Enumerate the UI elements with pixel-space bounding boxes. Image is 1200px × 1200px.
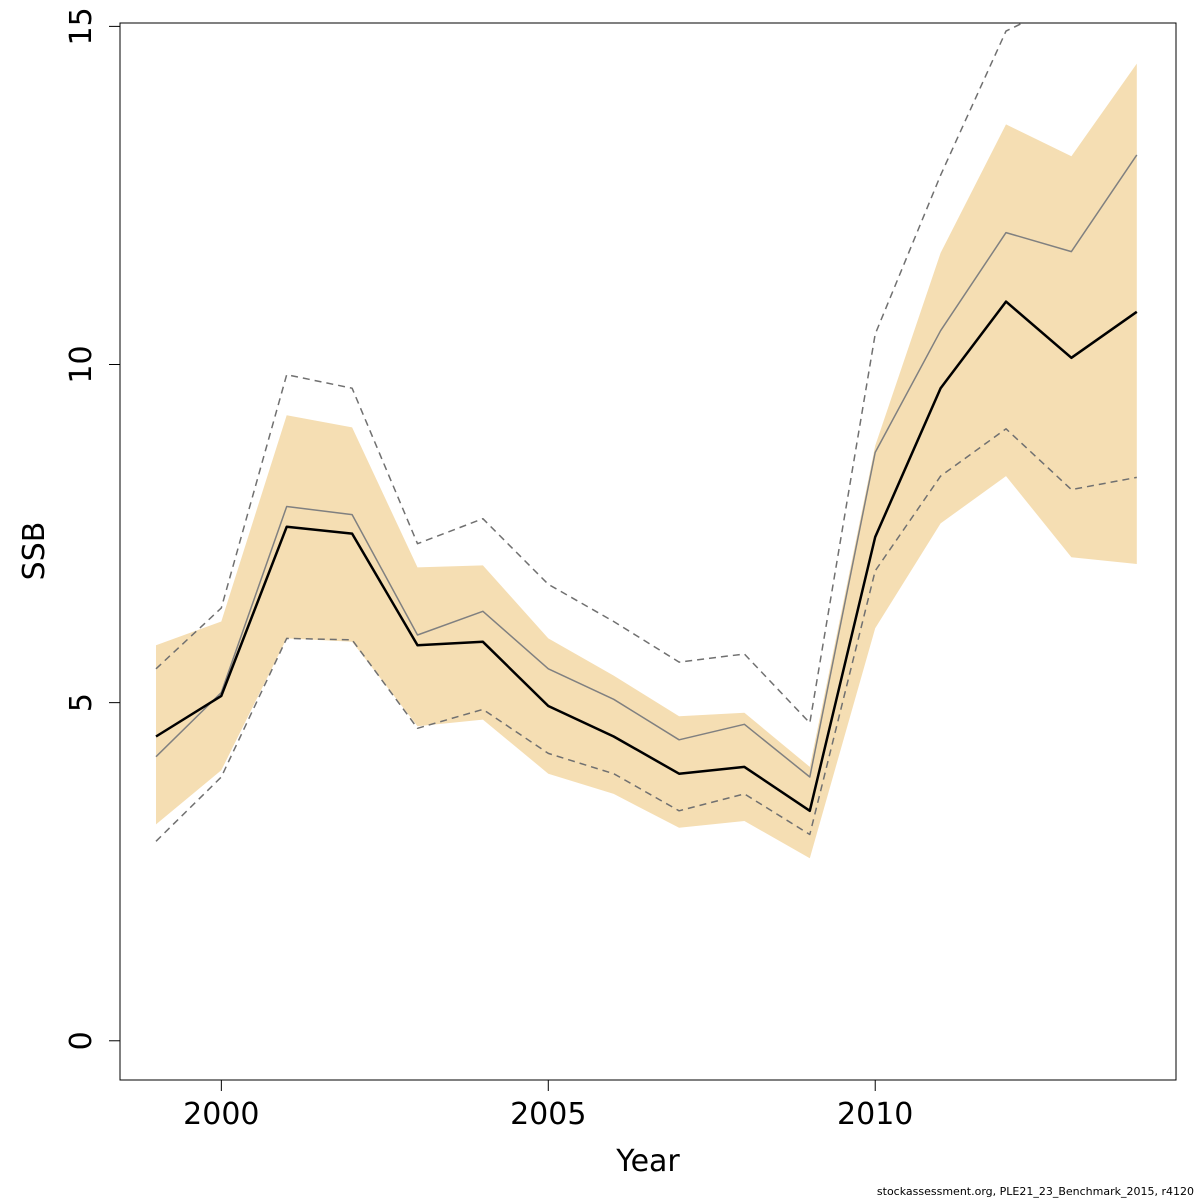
x-tick-label-2005: 2005 xyxy=(510,1097,586,1132)
plot-frame xyxy=(119,22,1177,1081)
comparison-line xyxy=(155,154,1138,778)
x-axis-title: Year xyxy=(615,1144,680,1179)
y-tick-label-15: 15 xyxy=(64,7,99,45)
dashed-bound-line-3 xyxy=(155,428,1137,842)
footer-credit: stockassessment.org, PLE21_23_Benchmark_… xyxy=(876,1185,1194,1198)
x-axis: 2000 2005 2010 xyxy=(183,1080,913,1132)
ssb-estimate-line xyxy=(155,300,1138,813)
x-tick-label-2010: 2010 xyxy=(837,1097,913,1132)
dashed-bound-line-2 xyxy=(155,23,1025,724)
y-tick-label-10: 10 xyxy=(64,345,99,383)
y-axis-title: SSB xyxy=(17,522,52,581)
y-axis: 0 5 10 15 xyxy=(64,7,120,1050)
x-tick-label-2000: 2000 xyxy=(183,1097,259,1132)
confidence-band xyxy=(156,63,1137,859)
y-tick-label-5: 5 xyxy=(64,693,99,712)
plot-area xyxy=(155,23,1138,859)
y-tick-label-0: 0 xyxy=(64,1031,99,1050)
